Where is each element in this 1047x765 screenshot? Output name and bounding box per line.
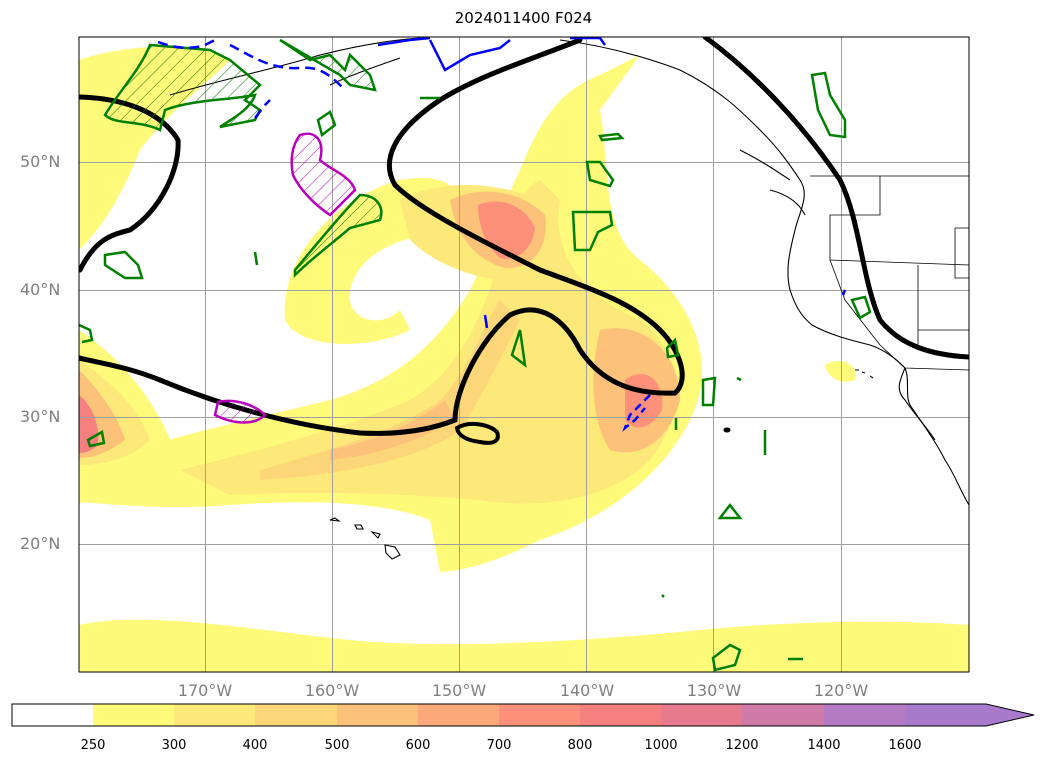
colorbar-tick-1200: 1200 <box>725 738 759 753</box>
blue-contours <box>157 37 847 432</box>
green-contour-nw <box>103 43 262 132</box>
magenta-contour-south <box>213 399 267 424</box>
coast-west-us <box>787 229 969 506</box>
green-contours <box>79 38 872 672</box>
colorbar-tick-500: 500 <box>324 738 350 753</box>
map-border <box>78 36 970 673</box>
jet-contour-main-loop <box>79 37 685 436</box>
lon-label-140w: 140°W <box>559 681 615 700</box>
political-borders <box>810 175 969 371</box>
colorbar-tick-300: 300 <box>161 738 187 753</box>
blue-contour-north <box>377 37 511 72</box>
colorbar-tick-400: 400 <box>242 738 268 753</box>
blue-contour-nw-dashed <box>157 38 346 119</box>
island-dot <box>723 427 731 433</box>
colorbar-tick-1400: 1400 <box>807 738 841 753</box>
map-area <box>79 37 969 672</box>
lon-label-160w: 160°W <box>304 681 360 700</box>
colorbar-tick-250: 250 <box>80 738 106 753</box>
colorbar-tick-600: 600 <box>405 738 431 753</box>
lat-label-40n: 40°N <box>20 280 61 299</box>
jet-contour-east <box>702 37 969 360</box>
hawaii-islands <box>329 517 401 560</box>
lon-label-170w: 170°W <box>177 681 233 700</box>
lon-label-120w: 120°W <box>813 681 869 700</box>
lat-label-50n: 50°N <box>20 152 61 171</box>
channel-islands <box>855 369 874 379</box>
map-title: 2024011400 F024 <box>454 9 593 27</box>
magenta-contour-north <box>290 132 357 217</box>
fill-region-south <box>79 619 969 672</box>
lat-label-20n: 20°N <box>20 534 61 553</box>
colorbar-tick-800: 800 <box>567 738 593 753</box>
green-contour-north <box>279 38 377 92</box>
fill-region-level4-west <box>79 395 99 453</box>
lon-label-130w: 130°W <box>686 681 742 700</box>
colorbar-tick-1600: 1600 <box>888 738 922 753</box>
lon-label-150w: 150°W <box>431 681 487 700</box>
green-contour-mid <box>293 193 383 279</box>
colorbar-tick-700: 700 <box>486 738 512 753</box>
magenta-contours <box>213 132 357 424</box>
blue-contour-east-dashed <box>622 394 651 432</box>
fill-region-level3-band <box>330 400 455 460</box>
coast-baja <box>898 367 936 441</box>
jet-contour-small-loop <box>454 421 500 445</box>
coast-bc-islands <box>739 149 806 216</box>
colorbar-tick-1000: 1000 <box>644 738 678 753</box>
fill-region-level2 <box>180 180 676 504</box>
graticule <box>79 37 969 672</box>
colorbar <box>11 703 1035 727</box>
fill-region-baja <box>825 360 856 382</box>
lat-label-30n: 30°N <box>20 407 61 426</box>
